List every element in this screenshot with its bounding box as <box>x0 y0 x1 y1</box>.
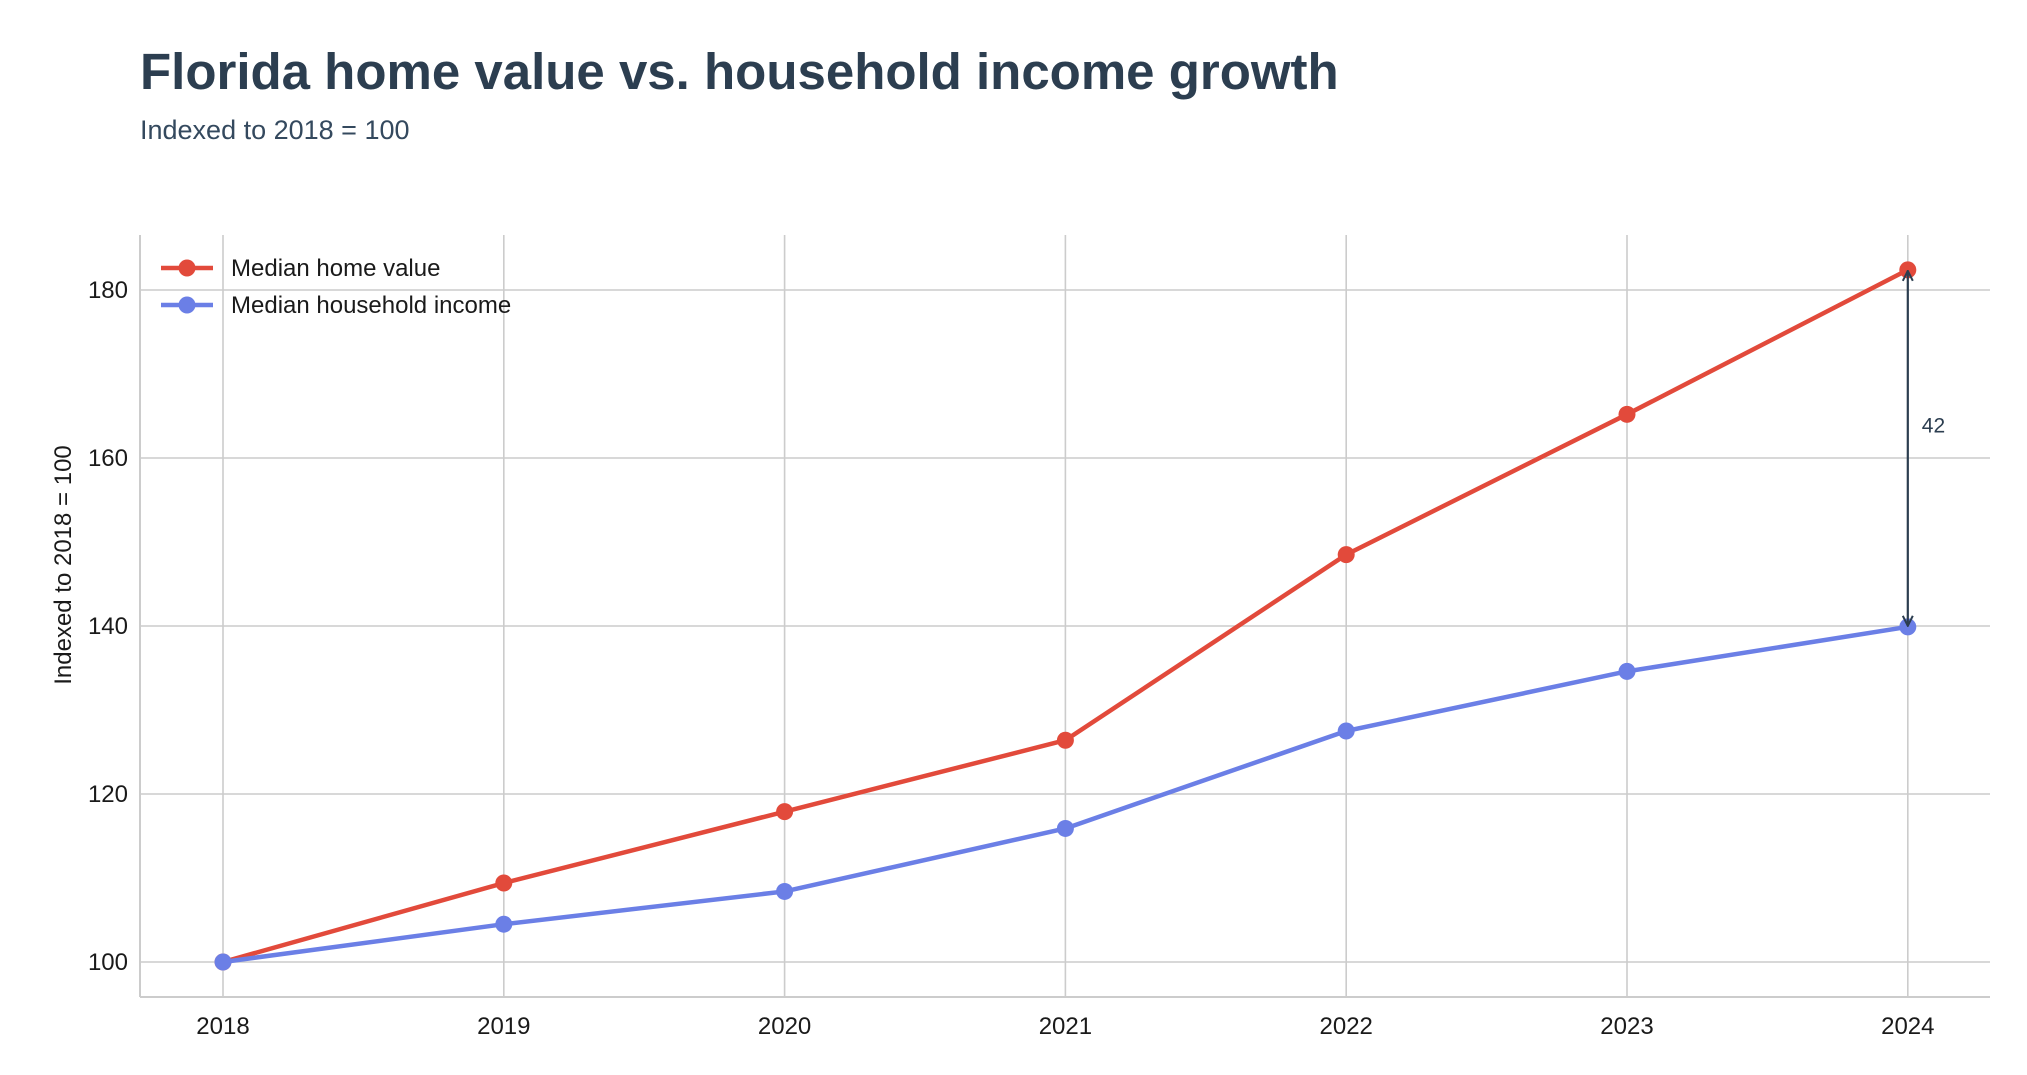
chart-title: Florida home value vs. household income … <box>140 43 1339 100</box>
series-1-point <box>1618 662 1636 680</box>
x-tick-label: 2019 <box>477 1013 530 1040</box>
gap-label: 42 <box>1922 414 1945 437</box>
x-axis-ticks: 2018 2019 2020 2021 2022 2023 2024 <box>196 1013 1934 1040</box>
x-tick-label: 2021 <box>1039 1013 1092 1040</box>
x-tick-label: 2023 <box>1600 1013 1653 1040</box>
series-0-point <box>1337 546 1355 564</box>
legend-marker-1 <box>178 296 196 314</box>
y-axis-label: Indexed to 2018 = 100 <box>50 445 77 685</box>
series-1-point <box>1337 722 1355 740</box>
legend: Median home value Median household income <box>161 255 511 319</box>
gap-annotation: 42 <box>1908 271 1945 626</box>
legend-label-1: Median household income <box>231 292 511 319</box>
series-1-point <box>776 882 794 900</box>
y-tick-label: 120 <box>88 781 128 808</box>
series-0-point <box>495 874 513 892</box>
series-0-point <box>1056 731 1074 749</box>
legend-label-0: Median home value <box>231 255 440 282</box>
y-tick-label: 160 <box>88 445 128 472</box>
x-tick-label: 2018 <box>196 1013 249 1040</box>
series-lines <box>214 261 1917 971</box>
y-tick-label: 140 <box>88 613 128 640</box>
y-tick-label: 100 <box>88 949 128 976</box>
chart-subtitle: Indexed to 2018 = 100 <box>140 115 410 145</box>
y-tick-label: 180 <box>88 277 128 304</box>
gridlines <box>140 235 1990 997</box>
legend-marker-0 <box>178 259 196 277</box>
series-0-point <box>1618 405 1636 423</box>
x-tick-label: 2024 <box>1881 1013 1934 1040</box>
y-axis-ticks: 100 120 140 160 180 <box>88 277 128 976</box>
series-1-point <box>495 915 513 933</box>
x-tick-label: 2020 <box>758 1013 811 1040</box>
series-1-point <box>1056 819 1074 837</box>
series-1-point <box>214 953 232 971</box>
series-0-point <box>776 803 794 821</box>
x-tick-label: 2022 <box>1320 1013 1373 1040</box>
axes <box>139 235 1990 998</box>
